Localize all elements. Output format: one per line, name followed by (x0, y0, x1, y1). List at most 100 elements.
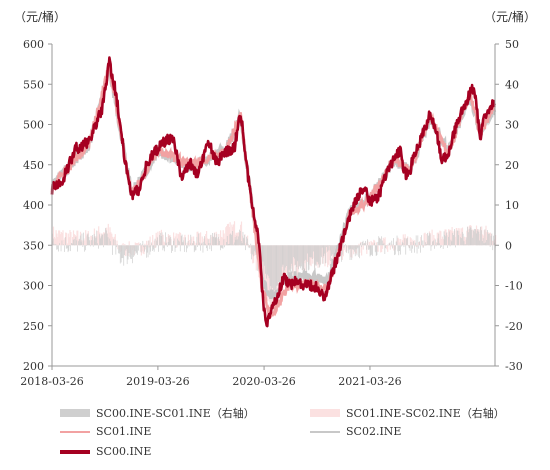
spread-bar (155, 232, 157, 246)
spread-bar (152, 235, 154, 246)
spread-bar (309, 245, 311, 258)
spread-bar (233, 244, 234, 246)
legend-swatch-sc00 (60, 449, 90, 454)
spread-bar (85, 230, 87, 246)
spread-bar (361, 245, 363, 256)
spread-bar (463, 236, 465, 246)
spread-bar (74, 244, 76, 246)
spread-bar (397, 237, 399, 246)
spread-bar (330, 245, 332, 261)
spread-bar (362, 240, 364, 246)
spread-bar (110, 241, 111, 246)
spread-bar (312, 245, 313, 260)
spread-bar (328, 245, 330, 261)
spread-bar (68, 245, 70, 251)
spread-bar (367, 239, 368, 246)
spread-bar (316, 245, 318, 262)
spread-bar (455, 228, 457, 246)
spread-bar (384, 237, 386, 246)
spread-bar (379, 237, 380, 246)
spread-bar (293, 245, 295, 274)
spread-bar (74, 234, 76, 246)
spread-bar (227, 244, 229, 246)
spread-bar (64, 245, 65, 252)
spread-bar (215, 237, 217, 246)
spread-bar (107, 237, 109, 246)
spread-bar (400, 239, 402, 246)
spread-bar (247, 238, 248, 246)
spread-bar (122, 243, 124, 246)
spread-bar (144, 245, 145, 252)
spread-bar (57, 237, 59, 246)
spread-bar (209, 243, 211, 246)
spread-bar (377, 241, 379, 246)
spread-bar (208, 238, 210, 246)
spread-bar (230, 233, 232, 246)
spread-bar (380, 245, 382, 253)
spread-bar (236, 235, 238, 246)
sc00-line (50, 56, 496, 328)
spread-bar (417, 235, 419, 246)
spread-bar (241, 235, 243, 246)
spread-bar (390, 245, 392, 247)
legend-item-spread01: SC00.INE-SC01.INE（右轴） (60, 405, 255, 421)
spread-bar (245, 245, 246, 251)
spread-bar (231, 234, 232, 246)
spread-bar (351, 245, 353, 260)
spread-bar (355, 245, 357, 254)
spread-bar (220, 245, 222, 248)
spread-bar (186, 245, 188, 249)
spread-bar (262, 245, 264, 262)
spread-bar (329, 245, 331, 266)
spread-bar (237, 232, 239, 246)
spread-bar (455, 245, 456, 248)
spread-bar (411, 241, 413, 246)
spread-bar (308, 245, 310, 270)
spread-bar (59, 234, 61, 246)
spread-bar (302, 245, 304, 274)
spread-bar (69, 230, 71, 246)
spread-bar (114, 234, 116, 246)
spread-bar (212, 233, 213, 246)
spread-bar (418, 245, 420, 249)
spread-bar (79, 238, 80, 246)
right-tick-label: 20 (505, 159, 519, 172)
left-tick-label: 400 (23, 199, 44, 212)
spread-bar (52, 226, 55, 246)
spread-bar (267, 245, 268, 275)
spread-bar (361, 245, 362, 248)
spread-bar (461, 238, 462, 246)
spread-bar (140, 245, 142, 253)
spread-bar (65, 232, 68, 246)
spread-bar (295, 245, 297, 273)
spread-bar (389, 245, 391, 250)
spread-bar (197, 245, 198, 247)
spread-bar (193, 236, 195, 246)
spread-bar (148, 245, 150, 248)
spread-bar (384, 245, 386, 254)
spread-bar (449, 245, 451, 247)
spread-bar (443, 231, 445, 246)
spread-bar (162, 234, 164, 246)
spread-bar (288, 245, 290, 270)
spread-bar (373, 239, 375, 246)
spread-bar (125, 245, 126, 251)
spread-bar (335, 245, 337, 247)
spread-bar (251, 245, 252, 260)
spread-bar (410, 242, 412, 246)
spread-bar (55, 244, 57, 246)
spread-bar (206, 238, 209, 246)
spread-bar (147, 240, 149, 246)
spread-bar (368, 241, 370, 246)
spread-bar (76, 240, 78, 246)
spread-bar (55, 230, 57, 246)
spread-bar (101, 234, 103, 246)
spread-bar (296, 245, 298, 268)
spread-bar (451, 241, 453, 246)
spread-bar (63, 239, 65, 246)
spread-bar (398, 245, 400, 256)
spread-bar (159, 233, 161, 246)
spread-bar (489, 232, 491, 246)
spread-bar (357, 245, 359, 249)
spread-bar (313, 245, 314, 252)
